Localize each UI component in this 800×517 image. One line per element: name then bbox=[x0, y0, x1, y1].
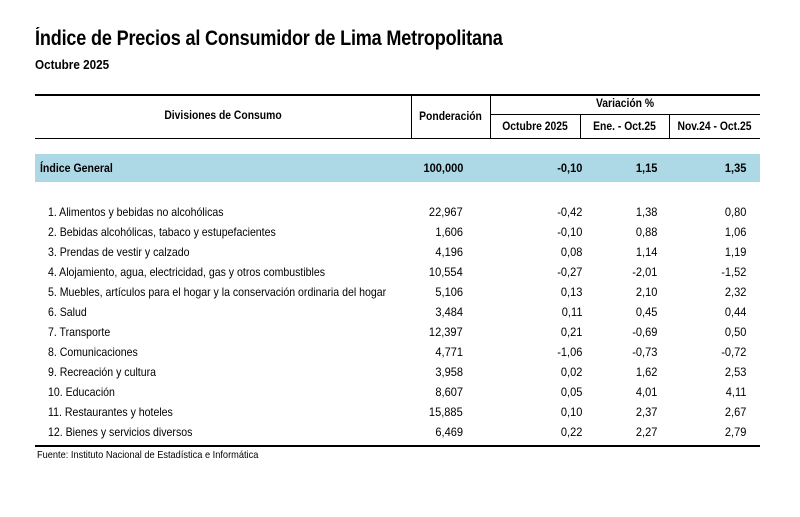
row-label: 4. Alojamiento, agua, electricidad, gas … bbox=[48, 265, 326, 279]
table-row: 1. Alimentos y bebidas no alcohólicas 22… bbox=[35, 202, 760, 222]
row-label: 1. Alimentos y bebidas no alcohólicas bbox=[48, 205, 224, 219]
table-row: 8. Comunicaciones 4,771 -1,06 -0,73 -0,7… bbox=[35, 342, 760, 362]
general-ene-oct: 1,15 bbox=[635, 161, 657, 175]
row-nov-oct: -0,72 bbox=[720, 345, 746, 359]
row-nov-oct: 2,67 bbox=[724, 405, 746, 419]
row-octubre: 0,08 bbox=[560, 245, 582, 259]
header-nov-oct: Nov.24 - Oct.25 bbox=[677, 121, 752, 133]
row-ponderacion: 15,885 bbox=[429, 405, 463, 419]
row-octubre: -0,27 bbox=[556, 265, 582, 279]
table-row: 7. Transporte 12,397 0,21 -0,69 0,50 bbox=[35, 322, 760, 342]
row-ene-oct: 0,88 bbox=[635, 225, 657, 239]
row-label: 10. Educación bbox=[48, 385, 115, 399]
header-divider-1 bbox=[411, 96, 412, 138]
header-divider-3 bbox=[580, 114, 581, 138]
row-ponderacion: 3,958 bbox=[435, 365, 463, 379]
header-divider-4 bbox=[669, 114, 670, 138]
row-ene-oct: -0,69 bbox=[631, 325, 657, 339]
row-nov-oct: 1,06 bbox=[724, 225, 746, 239]
table-row: 3. Prendas de vestir y calzado 4,196 0,0… bbox=[35, 242, 760, 262]
row-label: 9. Recreación y cultura bbox=[48, 365, 157, 379]
row-octubre: 0,21 bbox=[560, 325, 582, 339]
header-octubre: Octubre 2025 bbox=[502, 121, 568, 133]
row-octubre: 0,10 bbox=[560, 405, 582, 419]
general-row: Índice General 100,000 -0,10 1,15 1,35 bbox=[35, 158, 760, 178]
row-label: 3. Prendas de vestir y calzado bbox=[48, 245, 190, 259]
row-ene-oct: 1,14 bbox=[635, 245, 657, 259]
page-subtitle: Octubre 2025 bbox=[35, 57, 110, 72]
row-ponderacion: 22,967 bbox=[429, 205, 463, 219]
header-ponderacion: Ponderación bbox=[419, 111, 482, 123]
row-label: 7. Transporte bbox=[48, 325, 111, 339]
row-octubre: -0,42 bbox=[556, 205, 582, 219]
row-label: 8. Comunicaciones bbox=[48, 345, 138, 359]
row-ponderacion: 5,106 bbox=[435, 285, 463, 299]
table-row: 10. Educación 8,607 0,05 4,01 4,11 bbox=[35, 382, 760, 402]
row-octubre: 0,05 bbox=[560, 385, 582, 399]
row-ponderacion: 8,607 bbox=[435, 385, 463, 399]
row-octubre: 0,13 bbox=[560, 285, 582, 299]
table-row: 5. Muebles, artículos para el hogar y la… bbox=[35, 282, 760, 302]
table-bottom-rule bbox=[35, 445, 760, 447]
row-ene-oct: -2,01 bbox=[631, 265, 657, 279]
general-band bbox=[35, 154, 760, 182]
row-nov-oct: 2,32 bbox=[724, 285, 746, 299]
source-note: Fuente: Instituto Nacional de Estadístic… bbox=[37, 449, 259, 461]
table-row: 12. Bienes y servicios diversos 6,469 0,… bbox=[35, 422, 760, 442]
row-ponderacion: 12,397 bbox=[429, 325, 463, 339]
row-nov-oct: 2,79 bbox=[724, 425, 746, 439]
row-octubre: 0,11 bbox=[561, 305, 582, 319]
header-bottom-rule bbox=[35, 138, 760, 139]
row-ponderacion: 6,469 bbox=[435, 425, 463, 439]
table-row: 4. Alojamiento, agua, electricidad, gas … bbox=[35, 262, 760, 282]
header-ene-oct: Ene. - Oct.25 bbox=[593, 121, 656, 133]
row-octubre: -1,06 bbox=[556, 345, 582, 359]
row-ene-oct: 2,27 bbox=[635, 425, 657, 439]
row-octubre: -0,10 bbox=[556, 225, 582, 239]
table-top-rule bbox=[35, 94, 760, 96]
row-label: 2. Bebidas alcohólicas, tabaco y estupef… bbox=[48, 225, 276, 239]
row-ponderacion: 1,606 bbox=[435, 225, 463, 239]
row-ponderacion: 3,484 bbox=[435, 305, 463, 319]
header-divisiones: Divisiones de Consumo bbox=[164, 110, 282, 122]
row-label: 5. Muebles, artículos para el hogar y la… bbox=[48, 285, 387, 299]
variacion-rule bbox=[490, 114, 760, 115]
header-variacion: Variación % bbox=[595, 98, 655, 110]
row-label: 12. Bienes y servicios diversos bbox=[48, 425, 193, 439]
header-divider-2 bbox=[490, 96, 491, 138]
page-title: Índice de Precios al Consumidor de Lima … bbox=[35, 27, 503, 50]
row-nov-oct: 0,80 bbox=[724, 205, 746, 219]
row-octubre: 0,02 bbox=[560, 365, 582, 379]
table-row: 11. Restaurantes y hoteles 15,885 0,10 2… bbox=[35, 402, 760, 422]
general-octubre: -0,10 bbox=[556, 161, 582, 175]
general-label: Índice General bbox=[40, 161, 113, 175]
row-label: 6. Salud bbox=[48, 305, 87, 319]
table-row: 6. Salud 3,484 0,11 0,45 0,44 bbox=[35, 302, 760, 322]
row-ponderacion: 4,771 bbox=[435, 345, 463, 359]
table-row: 9. Recreación y cultura 3,958 0,02 1,62 … bbox=[35, 362, 760, 382]
row-ponderacion: 10,554 bbox=[429, 265, 463, 279]
row-nov-oct: 1,19 bbox=[724, 245, 746, 259]
row-ene-oct: 2,37 bbox=[635, 405, 657, 419]
table-row: 2. Bebidas alcohólicas, tabaco y estupef… bbox=[35, 222, 760, 242]
row-ene-oct: 0,45 bbox=[635, 305, 657, 319]
row-ene-oct: 4,01 bbox=[635, 385, 657, 399]
row-nov-oct: -1,52 bbox=[720, 265, 746, 279]
row-nov-oct: 4,11 bbox=[725, 385, 746, 399]
general-nov-oct: 1,35 bbox=[724, 161, 746, 175]
row-nov-oct: 0,44 bbox=[724, 305, 746, 319]
row-nov-oct: 2,53 bbox=[724, 365, 746, 379]
row-label: 11. Restaurantes y hoteles bbox=[48, 405, 173, 419]
general-ponderacion: 100,000 bbox=[423, 161, 463, 175]
row-ene-oct: 2,10 bbox=[635, 285, 657, 299]
row-ponderacion: 4,196 bbox=[435, 245, 463, 259]
row-ene-oct: 1,38 bbox=[635, 205, 657, 219]
row-ene-oct: -0,73 bbox=[631, 345, 657, 359]
row-ene-oct: 1,62 bbox=[635, 365, 657, 379]
row-octubre: 0,22 bbox=[560, 425, 582, 439]
row-nov-oct: 0,50 bbox=[724, 325, 746, 339]
